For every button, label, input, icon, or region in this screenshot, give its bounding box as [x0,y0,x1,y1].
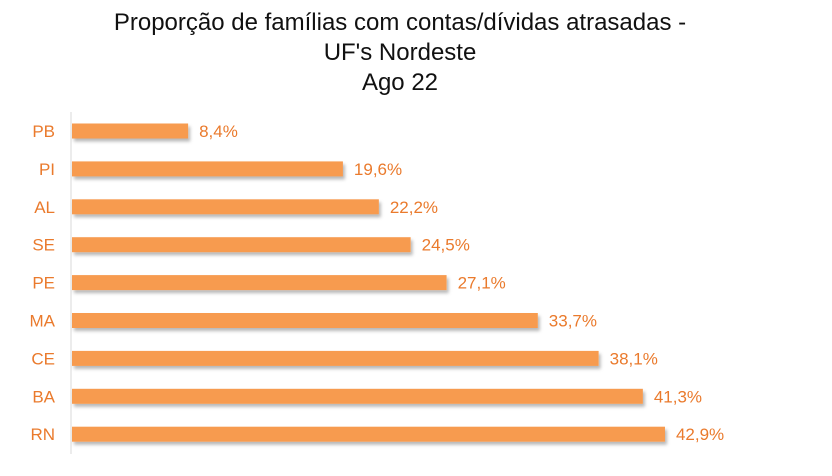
value-label-ba: 41,3% [654,387,702,406]
bar-ce [72,350,599,366]
category-label-ce: CE [31,349,55,368]
category-label-ma: MA [30,312,56,331]
bar-pe [72,275,447,291]
category-label-rn: RN [30,425,55,444]
bar-pb [72,123,189,139]
value-label-pe: 27,1% [458,274,506,293]
bar-ma [72,313,538,328]
category-label-pb: PB [32,122,55,141]
chart-title-line-3: Ago 22 [361,69,439,96]
category-label-ba: BA [32,387,55,406]
category-label-pe: PE [32,274,55,293]
value-label-se: 24,5% [422,236,470,255]
category-label-se: SE [32,236,55,255]
bar-rn [72,426,665,442]
category-label-pi: PI [39,160,55,179]
chart-title: Proporção de famílias com contas/dívidas… [0,8,800,98]
value-label-pi: 19,6% [354,160,402,179]
value-label-al: 22,2% [390,198,438,217]
bar-se [72,237,411,253]
bar-pi [72,161,343,177]
bars-group [72,123,665,442]
category-label-al: AL [34,198,55,217]
bar-ba [72,388,643,404]
value-label-ce: 38,1% [610,349,658,368]
category-labels-group: PB PI AL SE PE MA CE BA RN [30,122,56,444]
bar-al [72,199,379,215]
chart-title-line-2: UF's Nordeste [323,39,477,66]
chart-title-line-1: Proporção de famílias com contas/dívidas… [113,9,687,36]
value-label-rn: 42,9% [676,425,724,444]
value-label-ma: 33,7% [549,312,597,331]
value-label-pb: 8,4% [199,122,238,141]
value-labels-group: 8,4% 19,6% 22,2% 24,5% 27,1% 33,7% 38,1% 41,3% 4… [199,122,724,444]
